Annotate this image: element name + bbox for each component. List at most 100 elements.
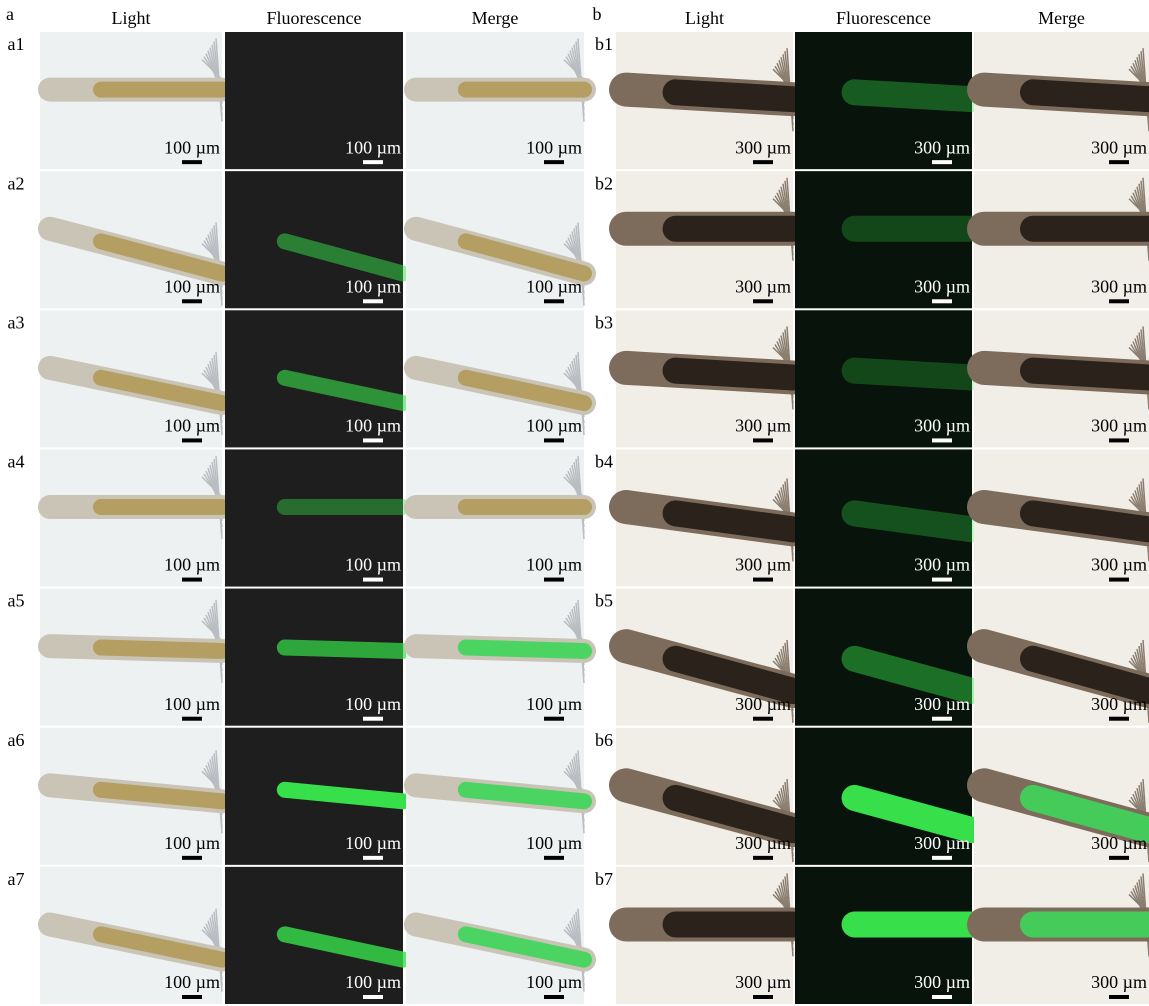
micrograph: 300 µm [616,728,793,865]
scale-bar [932,578,952,582]
gut [676,92,793,99]
scale-bar-label: 100 µm [345,833,401,853]
scale-bar [182,856,202,860]
micrograph: 100 µm [225,171,403,308]
scale-bar-label: 100 µm [526,276,582,296]
scale-bar [544,856,564,860]
micrograph: 300 µm [974,589,1149,726]
scale-bar [363,438,383,442]
scale-bar-label: 300 µm [1091,694,1147,714]
micrograph: 100 µm [406,310,584,447]
scale-bar [932,856,952,860]
micrograph: 300 µm [795,589,972,726]
micrograph: 100 µm [40,867,222,1004]
micrograph: 100 µm [225,32,403,169]
scale-bar [1109,717,1129,721]
scale-bar-label: 100 µm [526,555,582,575]
scale-bar [753,856,773,860]
micrograph: 100 µm [406,867,584,1004]
scale-bar-label: 100 µm [164,833,220,853]
scale-bar-label: 100 µm [526,137,582,157]
scale-bar [932,160,952,164]
micrograph: 100 µm [406,171,584,308]
scale-bar [363,856,383,860]
micrograph: 100 µm [406,728,584,865]
row-label: a5 [8,591,25,611]
gut [1033,371,1149,378]
gut [1033,513,1149,529]
scale-bar [363,160,383,164]
scale-bar-label: 100 µm [345,555,401,575]
scale-bar [753,578,773,582]
scale-bar-label: 100 µm [526,694,582,714]
micrograph: 300 µm [974,449,1149,586]
scale-bar-label: 300 µm [1091,972,1147,992]
scale-bar-label: 300 µm [735,555,791,575]
fluorescent-gut [855,371,972,378]
scale-bar [182,438,202,442]
scale-bar [544,717,564,721]
micrograph: 300 µm [616,449,793,586]
row-label: a7 [8,869,25,889]
column-header: Merge [1038,8,1085,28]
row-label: a3 [8,312,25,332]
row-label: a4 [8,452,25,472]
row-label: b6 [595,730,613,750]
scale-bar [182,717,202,721]
scale-bar-label: 300 µm [735,416,791,436]
scale-bar [1109,995,1129,999]
row-label: b2 [595,173,613,193]
micrograph: 100 µm [406,589,584,726]
scale-bar [932,299,952,303]
panel-label: a [6,4,14,24]
micrograph: 300 µm [795,171,972,308]
row-label: b5 [595,591,613,611]
scale-bar-label: 300 µm [1091,276,1147,296]
micrograph: 300 µm [974,728,1149,865]
micrograph: 100 µm [225,589,403,726]
scale-bar [1109,299,1129,303]
scale-bar-label: 300 µm [914,555,970,575]
micrograph: 300 µm [974,310,1149,447]
row-label: a1 [8,34,25,54]
scale-bar [182,995,202,999]
scale-bar-label: 300 µm [914,137,970,157]
scale-bar-label: 300 µm [1091,833,1147,853]
micrograph: 100 µm [225,449,403,586]
micrograph: 300 µm [974,867,1149,1004]
scale-bar-label: 300 µm [914,694,970,714]
scale-bar-label: 100 µm [526,833,582,853]
scale-bar [544,578,564,582]
scale-bar-label: 100 µm [164,972,220,992]
scale-bar [932,995,952,999]
scale-bar [182,160,202,164]
column-header: Fluorescence [836,8,931,28]
fluorescent-gut [855,513,972,529]
micrograph: 100 µm [225,310,403,447]
figure: aLightFluorescenceMergea1100 µm100 µm100… [0,0,1149,1006]
scale-bar [753,995,773,999]
micrograph: 100 µm [40,171,222,308]
scale-bar [363,299,383,303]
scale-bar-label: 100 µm [164,276,220,296]
micrograph: 100 µm [406,449,584,586]
micrograph: 100 µm [406,32,584,169]
micrograph: 300 µm [616,32,793,169]
scale-bar [363,717,383,721]
scale-bar-label: 300 µm [914,833,970,853]
panel-label: b [593,4,602,24]
row-label: b3 [595,312,613,332]
row-label: b4 [595,452,613,472]
scale-bar-label: 100 µm [345,694,401,714]
micrograph: 100 µm [40,728,222,865]
fluorescent-gut [855,92,972,99]
row-label: a6 [8,730,25,750]
micrograph: 100 µm [40,589,222,726]
gut [466,648,584,651]
scale-bar-label: 100 µm [526,972,582,992]
scale-bar-label: 100 µm [164,416,220,436]
scale-bar [363,995,383,999]
scale-bar [1109,160,1129,164]
column-header: Merge [472,8,519,28]
scale-bar [753,438,773,442]
